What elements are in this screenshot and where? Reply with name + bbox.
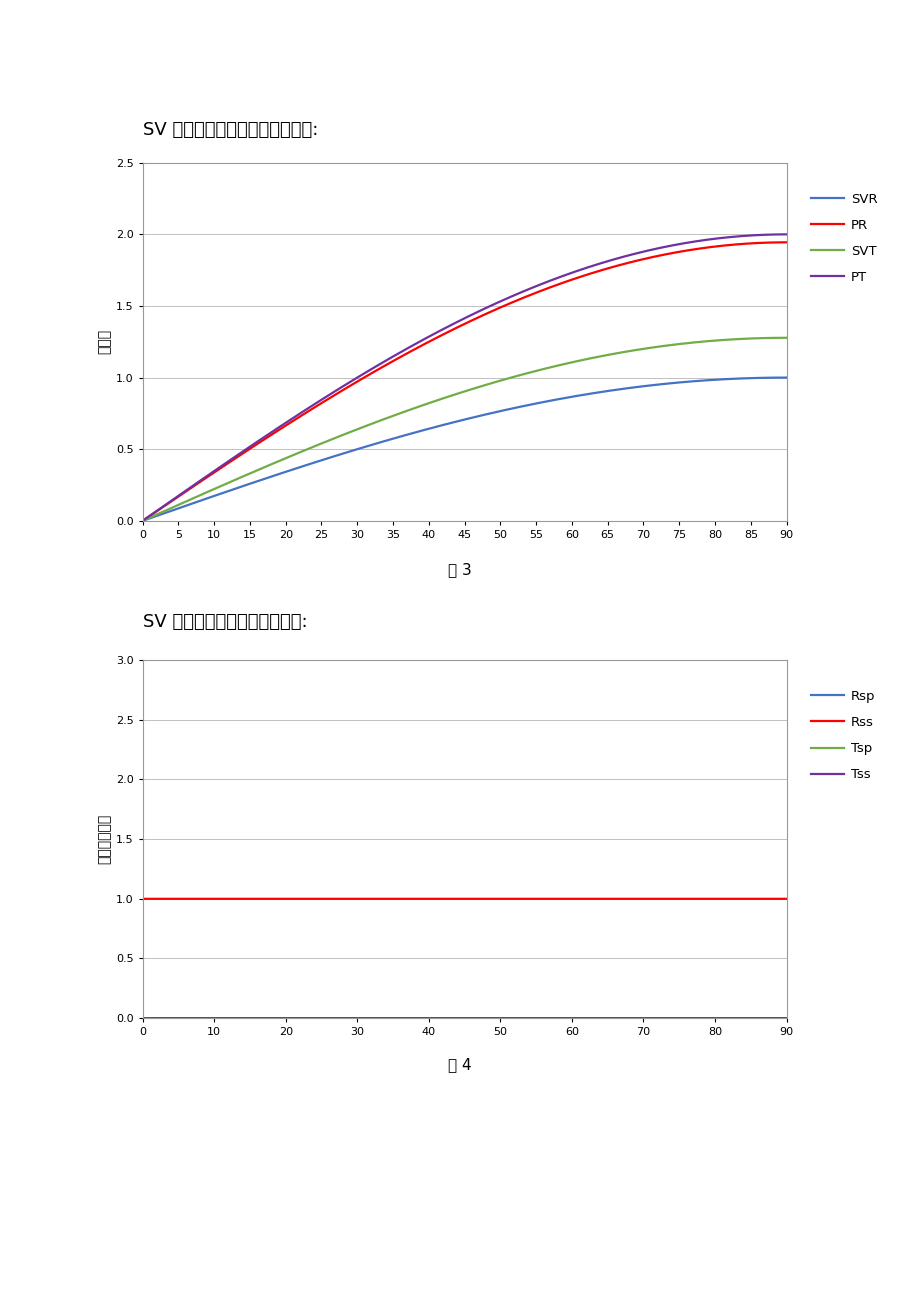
Rss	[325, 891, 336, 906]
Y-axis label: 正弦值: 正弦值	[97, 329, 111, 354]
PR	[762, 234, 773, 250]
Rsp	[320, 1010, 331, 1026]
Text: SV 波入射的反射透射系数曲线:: SV 波入射的反射透射系数曲线:	[142, 613, 307, 631]
Tsp	[137, 1010, 148, 1026]
Rss	[316, 891, 327, 906]
SVT	[170, 499, 181, 514]
Rsp	[316, 1010, 327, 1026]
Tsp	[526, 1010, 537, 1026]
Rsp	[538, 1010, 549, 1026]
Tsp	[780, 1010, 791, 1026]
SVT	[762, 331, 773, 346]
Tss	[538, 1010, 549, 1026]
PR	[643, 250, 654, 266]
Line: PR: PR	[142, 242, 786, 521]
Rss	[780, 891, 791, 906]
Line: PT: PT	[142, 234, 786, 521]
PR	[780, 234, 791, 250]
SVT	[137, 513, 148, 529]
SVR	[449, 414, 460, 430]
SVT	[433, 392, 444, 408]
Text: 图 3: 图 3	[448, 562, 471, 578]
PT	[170, 490, 181, 505]
Tsp	[275, 1010, 286, 1026]
Tss	[275, 1010, 286, 1026]
PR	[761, 234, 772, 250]
Text: 图 4: 图 4	[448, 1057, 471, 1073]
Tss	[137, 1010, 148, 1026]
SVR	[780, 370, 791, 385]
Rsp	[137, 1010, 148, 1026]
Tss	[720, 1010, 731, 1026]
Tsp	[538, 1010, 549, 1026]
Tss	[780, 1010, 791, 1026]
SVT	[761, 331, 772, 346]
Tss	[316, 1010, 327, 1026]
Rss	[275, 891, 286, 906]
Tss	[320, 1010, 331, 1026]
Tsp	[720, 1010, 731, 1026]
Legend: Rsp, Rss, Tsp, Tss: Rsp, Rss, Tsp, Tss	[805, 685, 879, 786]
Y-axis label: 反射透射系数: 反射透射系数	[97, 814, 111, 865]
SVR	[761, 370, 772, 385]
Rss	[780, 891, 791, 906]
Tss	[526, 1010, 537, 1026]
Rss	[720, 891, 731, 906]
SVR	[762, 370, 773, 385]
SVR	[643, 378, 654, 393]
PT	[780, 227, 791, 242]
Line: SVT: SVT	[142, 337, 786, 521]
Rsp	[526, 1010, 537, 1026]
Text: SV 波入射的反射透射角度正弦值:: SV 波入射的反射透射角度正弦值:	[142, 121, 318, 139]
SVT	[449, 387, 460, 402]
SVT	[643, 340, 654, 355]
Rss	[328, 891, 339, 906]
Tsp	[339, 1010, 350, 1026]
PT	[761, 227, 772, 242]
PT	[762, 227, 773, 242]
Rss	[527, 891, 538, 906]
Rsp	[780, 1010, 791, 1026]
Rsp	[720, 1010, 731, 1026]
PR	[449, 320, 460, 336]
Tss	[780, 1010, 791, 1026]
Rss	[538, 891, 549, 906]
Rss	[137, 891, 148, 906]
SVR	[137, 513, 148, 529]
PR	[137, 513, 148, 529]
Legend: SVR, PR, SVT, PT: SVR, PR, SVT, PT	[805, 187, 882, 289]
PT	[137, 513, 148, 529]
SVT	[780, 329, 791, 345]
Line: SVR: SVR	[142, 378, 786, 521]
Tsp	[316, 1010, 327, 1026]
PR	[170, 491, 181, 506]
PR	[433, 329, 444, 345]
SVR	[433, 418, 444, 434]
Rsp	[275, 1010, 286, 1026]
Rsp	[780, 1010, 791, 1026]
SVR	[170, 501, 181, 517]
PT	[433, 324, 444, 340]
Tsp	[780, 1010, 791, 1026]
PT	[643, 242, 654, 258]
PT	[449, 315, 460, 331]
